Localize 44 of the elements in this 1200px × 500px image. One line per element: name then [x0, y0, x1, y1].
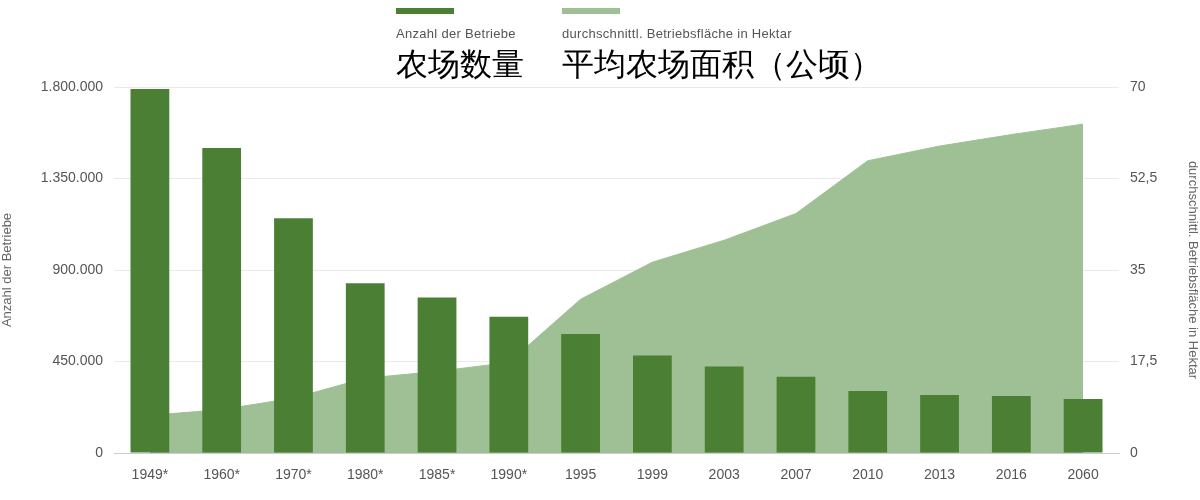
y2-tick-label: 35	[1130, 260, 1146, 277]
bar	[345, 283, 385, 453]
x-tick-label: 2060	[1067, 466, 1099, 483]
legend-label: Anzahl der Betriebe	[396, 26, 517, 42]
bar	[920, 395, 959, 453]
bar	[561, 334, 600, 453]
bar	[274, 218, 313, 453]
y2-tick-label: 0	[1130, 443, 1138, 460]
bar	[130, 89, 170, 453]
y-tick-label: 900.000	[52, 260, 104, 277]
x-tick-label: 1949*	[131, 466, 169, 483]
y-tick-label: 0	[95, 443, 104, 460]
x-tick-label: 1995	[565, 466, 597, 483]
y2-tick-label: 52,5	[1130, 169, 1158, 186]
x-tick-label: 2010	[852, 466, 884, 483]
legend-label: durchschnittl. Betriebsfläche in Hektar	[562, 26, 793, 42]
bar	[489, 316, 529, 453]
x-tick-label: 1980*	[346, 466, 385, 483]
bar	[704, 366, 744, 453]
x-tick-label: 2007	[780, 466, 812, 483]
bar	[633, 355, 672, 453]
x-tick-label: 1960*	[203, 466, 241, 483]
y-axis-title: Anzahl der Betriebe	[0, 212, 15, 328]
bar	[776, 376, 816, 453]
x-tick-label: 2003	[708, 466, 740, 483]
bar	[202, 148, 242, 453]
y-tick-label: 1.800.000	[40, 77, 104, 94]
y-tick-label: 1.350.000	[40, 169, 104, 186]
text: 农场数量	[396, 46, 524, 82]
bar	[848, 390, 888, 453]
x-tick-label: 2013	[923, 466, 956, 483]
y2-tick-label: 70	[1130, 77, 1146, 94]
x-tick-label: 1999	[636, 466, 669, 483]
x-tick-label: 2016	[995, 466, 1028, 483]
y-tick-label: 450.000	[52, 352, 104, 369]
x-tick-label: 1985*	[418, 466, 456, 483]
x-tick-label: 1970*	[275, 466, 313, 483]
text: 平均农场面积（公顷）	[562, 46, 882, 82]
bar	[1063, 399, 1103, 453]
y2-tick-label: 17,5	[1130, 352, 1158, 369]
bar	[417, 297, 457, 453]
x-tick-label: 1990*	[490, 466, 528, 483]
bar	[991, 396, 1031, 453]
y2-axis-title: durchschnittl. Betriebsfläche in Hektar	[1185, 160, 1200, 380]
